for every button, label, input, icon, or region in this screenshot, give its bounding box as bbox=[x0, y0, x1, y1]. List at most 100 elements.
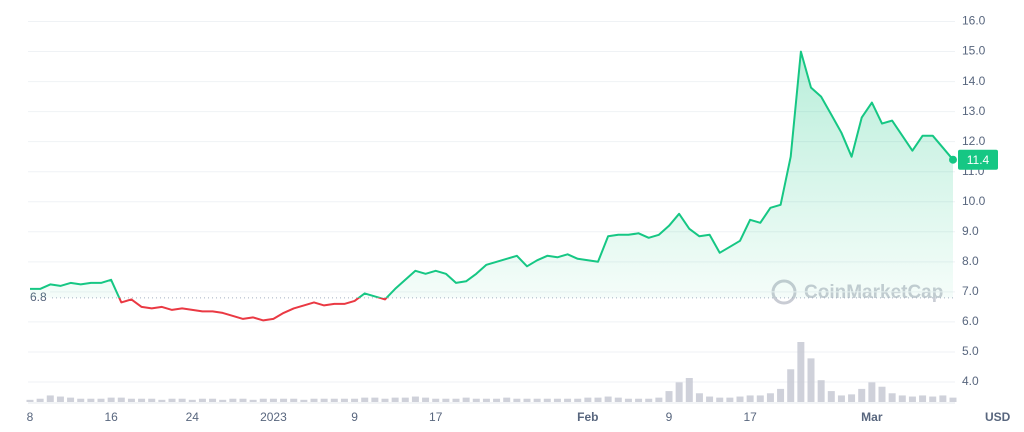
x-tick-label: Mar bbox=[861, 410, 883, 424]
price-line-up bbox=[30, 50, 954, 298]
volume-bar bbox=[249, 399, 257, 402]
volume-bar bbox=[269, 398, 277, 402]
y-tick-label: 7.0 bbox=[962, 284, 979, 298]
volume-bar bbox=[26, 399, 34, 402]
volume-bar bbox=[36, 398, 44, 402]
x-tick-label: 17 bbox=[429, 410, 443, 424]
price-line-down bbox=[118, 297, 388, 322]
volume-bar bbox=[645, 398, 653, 402]
volume-bar bbox=[462, 397, 470, 402]
volume-bar bbox=[67, 397, 75, 402]
y-tick-label: 5.0 bbox=[962, 344, 979, 358]
volume-bar bbox=[827, 391, 835, 402]
volume-bar bbox=[777, 388, 785, 402]
volume-bar bbox=[543, 398, 551, 402]
y-tick-label: 4.0 bbox=[962, 374, 979, 388]
volume-bar bbox=[351, 398, 359, 402]
volume-bar bbox=[594, 397, 602, 402]
volume-bar bbox=[391, 397, 399, 402]
volume-bar bbox=[300, 399, 308, 402]
volume-bar bbox=[361, 397, 369, 402]
volume-bar bbox=[787, 369, 795, 402]
volume-bar bbox=[442, 398, 450, 402]
y-tick-label: 16.0 bbox=[962, 14, 986, 28]
volume-bar bbox=[239, 398, 247, 402]
volume-bar bbox=[706, 396, 714, 402]
volume-bar bbox=[513, 398, 521, 402]
volume-bar bbox=[371, 397, 379, 402]
volume-bar bbox=[188, 399, 196, 402]
volume-bar bbox=[493, 398, 501, 402]
volume-bar bbox=[665, 391, 673, 402]
volume-bar bbox=[898, 395, 906, 402]
volume-bar bbox=[168, 398, 176, 402]
volume-bar bbox=[716, 397, 724, 402]
y-tick-label: 15.0 bbox=[962, 44, 986, 58]
x-tick-label: 9 bbox=[666, 410, 673, 424]
volume-bar bbox=[908, 396, 916, 402]
volume-bar bbox=[523, 398, 531, 402]
volume-bar bbox=[695, 393, 703, 402]
volume-bar bbox=[219, 399, 227, 402]
volume-bar bbox=[614, 397, 622, 402]
volume-bar bbox=[178, 398, 186, 402]
volume-bar bbox=[533, 398, 541, 402]
volume-bar bbox=[807, 358, 815, 402]
volume-bar bbox=[158, 399, 166, 402]
volume-bar bbox=[138, 398, 146, 402]
volume-bar bbox=[381, 398, 389, 402]
price-tag-label: 11.4 bbox=[967, 153, 990, 167]
price-tag bbox=[958, 149, 998, 170]
volume-bar bbox=[432, 398, 440, 402]
volume-bar bbox=[482, 398, 490, 402]
volume-bar bbox=[229, 398, 237, 402]
volume-bar bbox=[553, 398, 561, 402]
y-tick-label: 9.0 bbox=[962, 224, 979, 238]
volume-bar bbox=[46, 395, 54, 402]
volume-bar bbox=[888, 393, 896, 402]
y-tick-label: 6.0 bbox=[962, 314, 979, 328]
volume-bar bbox=[858, 388, 866, 402]
volume-bar bbox=[259, 398, 267, 402]
volume-bar bbox=[280, 398, 288, 402]
x-tick-label: 17 bbox=[743, 410, 757, 424]
volume-bar bbox=[411, 396, 419, 402]
volume-bar bbox=[675, 382, 683, 402]
volume-bar bbox=[868, 382, 876, 402]
volume-bar bbox=[564, 398, 572, 402]
volume-bar bbox=[736, 396, 744, 402]
volume-bar bbox=[56, 396, 64, 402]
x-tick-label: Feb bbox=[577, 410, 598, 424]
x-tick-label: 24 bbox=[186, 410, 200, 424]
x-tick-label: 16 bbox=[104, 410, 118, 424]
volume-bar bbox=[452, 398, 460, 402]
x-tick-label: 8 bbox=[27, 410, 34, 424]
volume-bar bbox=[503, 397, 511, 402]
volume-bar bbox=[746, 395, 754, 402]
volume-bar bbox=[320, 398, 328, 402]
volume-bar bbox=[624, 398, 632, 402]
volume-bar bbox=[209, 398, 217, 402]
volume-bar bbox=[310, 398, 318, 402]
last-point bbox=[949, 155, 957, 164]
volume-bar bbox=[655, 397, 663, 402]
volume-bar bbox=[422, 397, 430, 402]
volume-bar bbox=[949, 397, 957, 402]
volume-bar bbox=[97, 398, 105, 402]
volume-bar bbox=[107, 397, 115, 402]
y-tick-label: 12.0 bbox=[962, 134, 986, 148]
volume-bar bbox=[87, 398, 95, 402]
x-tick-label: 9 bbox=[351, 410, 358, 424]
volume-bar bbox=[290, 398, 298, 402]
volume-bar bbox=[148, 398, 156, 402]
y-tick-label: 10.0 bbox=[962, 194, 986, 208]
volume-bar bbox=[726, 397, 734, 402]
volume-bar bbox=[929, 396, 937, 402]
volume-bar bbox=[127, 398, 135, 402]
volume-bar bbox=[756, 395, 764, 402]
y-tick-label: 13.0 bbox=[962, 104, 986, 118]
y-tick-label: 14.0 bbox=[962, 74, 986, 88]
volume-bar bbox=[837, 395, 845, 402]
volume-bar bbox=[878, 386, 886, 402]
